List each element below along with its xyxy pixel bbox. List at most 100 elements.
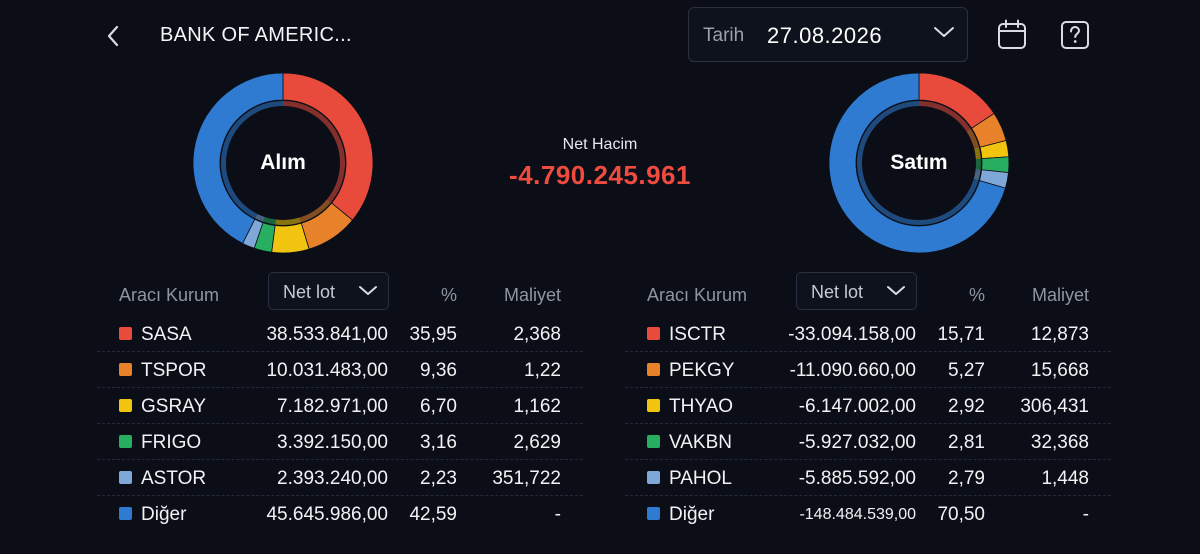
broker-column-header: Aracı Kurum <box>647 285 748 305</box>
sell-donut-inner-band-0 <box>918 101 971 132</box>
metric-select-label: Net lot <box>811 282 864 302</box>
percent-value: 2,92 <box>948 396 985 417</box>
percent-value: 9,36 <box>420 360 457 381</box>
date-value: 27.08.2026 <box>767 23 883 48</box>
broker-column-header: Aracı Kurum <box>119 285 220 305</box>
net-lot-value: 45.645.986,00 <box>266 504 388 525</box>
percent-value: 35,95 <box>409 324 457 345</box>
date-picker[interactable]: Tarih 27.08.2026 <box>688 7 968 62</box>
table-row[interactable]: VAKBN -5.927.032,00 2,81 32,368 <box>625 424 1111 460</box>
color-swatch <box>647 327 660 340</box>
table-row[interactable]: ISCTR -33.094.158,00 15,71 12,873 <box>625 316 1111 352</box>
table-row[interactable]: FRIGO 3.392.150,00 3,16 2,629 <box>97 424 583 460</box>
sell-donut-inner-band-2 <box>974 147 981 160</box>
metric-select-label: Net lot <box>283 282 336 302</box>
sell-donut-slice-5 <box>828 72 1006 254</box>
help-button[interactable] <box>1058 18 1092 52</box>
percent-value: 42,59 <box>409 504 457 525</box>
instrument-name: TSPOR <box>141 360 207 381</box>
cost-value: 306,431 <box>1020 396 1089 417</box>
back-button[interactable] <box>100 22 126 50</box>
chevron-down-icon <box>359 286 377 295</box>
percent-column-header: % <box>440 285 457 305</box>
table-row[interactable]: PEKGY -11.090.660,00 5,27 15,668 <box>625 352 1111 388</box>
sell-table: Aracı Kurum Net lot % Maliyet ISCTR -33.0… <box>625 272 1111 531</box>
cost-value: - <box>1082 504 1089 525</box>
buy-donut-svg <box>192 72 374 254</box>
table-row[interactable]: TSPOR 10.031.483,00 9,36 1,22 <box>97 352 583 388</box>
chevron-left-icon <box>107 25 119 47</box>
cost-value: 12,873 <box>1030 324 1089 345</box>
sell-donut-svg <box>828 72 1010 254</box>
instrument-name: Diğer <box>669 504 715 525</box>
percent-value: 2,23 <box>420 468 457 489</box>
percent-value: 70,50 <box>937 504 985 525</box>
sell-donut-chart: Satım <box>828 72 1010 254</box>
percent-value: 2,81 <box>948 432 985 453</box>
cost-value: 1,162 <box>513 396 561 417</box>
table-row[interactable]: PAHOL -5.885.592,00 2,79 1,448 <box>625 460 1111 496</box>
cost-column-header: Maliyet <box>1031 285 1089 305</box>
sell-table-header: Aracı Kurum Net lot % Maliyet <box>625 272 1111 316</box>
instrument-name: ASTOR <box>141 468 207 489</box>
table-row[interactable]: ASTOR 2.393.240,00 2,23 351,722 <box>97 460 583 496</box>
net-lot-value: -148.484.539,00 <box>799 506 916 523</box>
net-lot-value: -6.147.002,00 <box>798 396 916 417</box>
table-row[interactable]: GSRAY 7.182.971,00 6,70 1,162 <box>97 388 583 424</box>
net-lot-value: 7.182.971,00 <box>277 396 388 417</box>
net-lot-value: 38.533.841,00 <box>266 324 388 345</box>
buy-metric-select[interactable]: Net lot <box>268 272 389 310</box>
color-swatch <box>119 507 132 520</box>
color-swatch <box>119 399 132 412</box>
cost-value: 2,629 <box>513 432 561 453</box>
color-swatch <box>119 471 132 484</box>
net-volume-label: Net Hacim <box>562 136 638 153</box>
percent-value: 3,16 <box>420 432 457 453</box>
net-lot-value: -5.927.032,00 <box>798 432 916 453</box>
color-swatch <box>647 363 660 376</box>
table-row[interactable]: THYAO -6.147.002,00 2,92 306,431 <box>625 388 1111 424</box>
buy-donut-inner-band-3 <box>263 216 276 225</box>
buy-donut-label: Alım <box>260 151 306 174</box>
net-lot-value: -11.090.660,00 <box>789 360 916 381</box>
table-row[interactable]: Diğer -148.484.539,00 70,50 - <box>625 496 1111 531</box>
sell-rows: ISCTR -33.094.158,00 15,71 12,873 PEKGY -11.0… <box>625 316 1111 531</box>
net-lot-value: -33.094.158,00 <box>788 324 916 345</box>
cost-value: 32,368 <box>1030 432 1089 453</box>
net-lot-value: 10.031.483,00 <box>266 360 388 381</box>
buy-donut-inner-band-0 <box>282 101 345 203</box>
calendar-icon <box>998 19 1026 49</box>
net-lot-value: 3.392.150,00 <box>277 432 388 453</box>
table-row[interactable]: Diğer 45.645.986,00 42,59 - <box>97 496 583 531</box>
page-title: BANK OF AMERIC... <box>160 24 352 46</box>
cost-value: - <box>554 504 561 525</box>
buy-donut-hole <box>228 108 338 218</box>
sell-metric-select[interactable]: Net lot <box>796 272 917 310</box>
sell-donut-inner-band-1 <box>966 128 980 149</box>
color-swatch <box>647 507 660 520</box>
buy-donut-inner-band-5 <box>221 101 284 219</box>
table-row[interactable]: SASA 38.533.841,00 35,95 2,368 <box>97 316 583 352</box>
sell-donut-label: Satım <box>890 151 948 174</box>
sell-donut-inner-band-4 <box>973 169 981 181</box>
percent-column-header: % <box>968 285 985 305</box>
cost-value: 1,448 <box>1041 468 1089 489</box>
instrument-name: Diğer <box>141 504 187 525</box>
cost-value: 1,22 <box>524 360 561 381</box>
buy-donut-inner-band-4 <box>255 213 265 222</box>
buy-donut-slice-5 <box>192 72 284 244</box>
color-swatch <box>647 399 660 412</box>
net-volume-value: -4.790.245.961 <box>509 160 691 190</box>
instrument-name: THYAO <box>669 396 734 417</box>
buy-donut-inner-band-1 <box>299 199 331 223</box>
instrument-name: PEKGY <box>669 360 735 381</box>
net-lot-value: 2.393.240,00 <box>277 468 388 489</box>
instrument-name: ISCTR <box>669 324 726 345</box>
instrument-name: VAKBN <box>669 432 733 453</box>
calendar-button[interactable] <box>995 18 1029 52</box>
cost-value: 351,722 <box>492 468 561 489</box>
color-swatch <box>119 327 132 340</box>
percent-value: 2,79 <box>948 468 985 489</box>
percent-value: 15,71 <box>937 324 985 345</box>
instrument-name: SASA <box>141 324 192 345</box>
